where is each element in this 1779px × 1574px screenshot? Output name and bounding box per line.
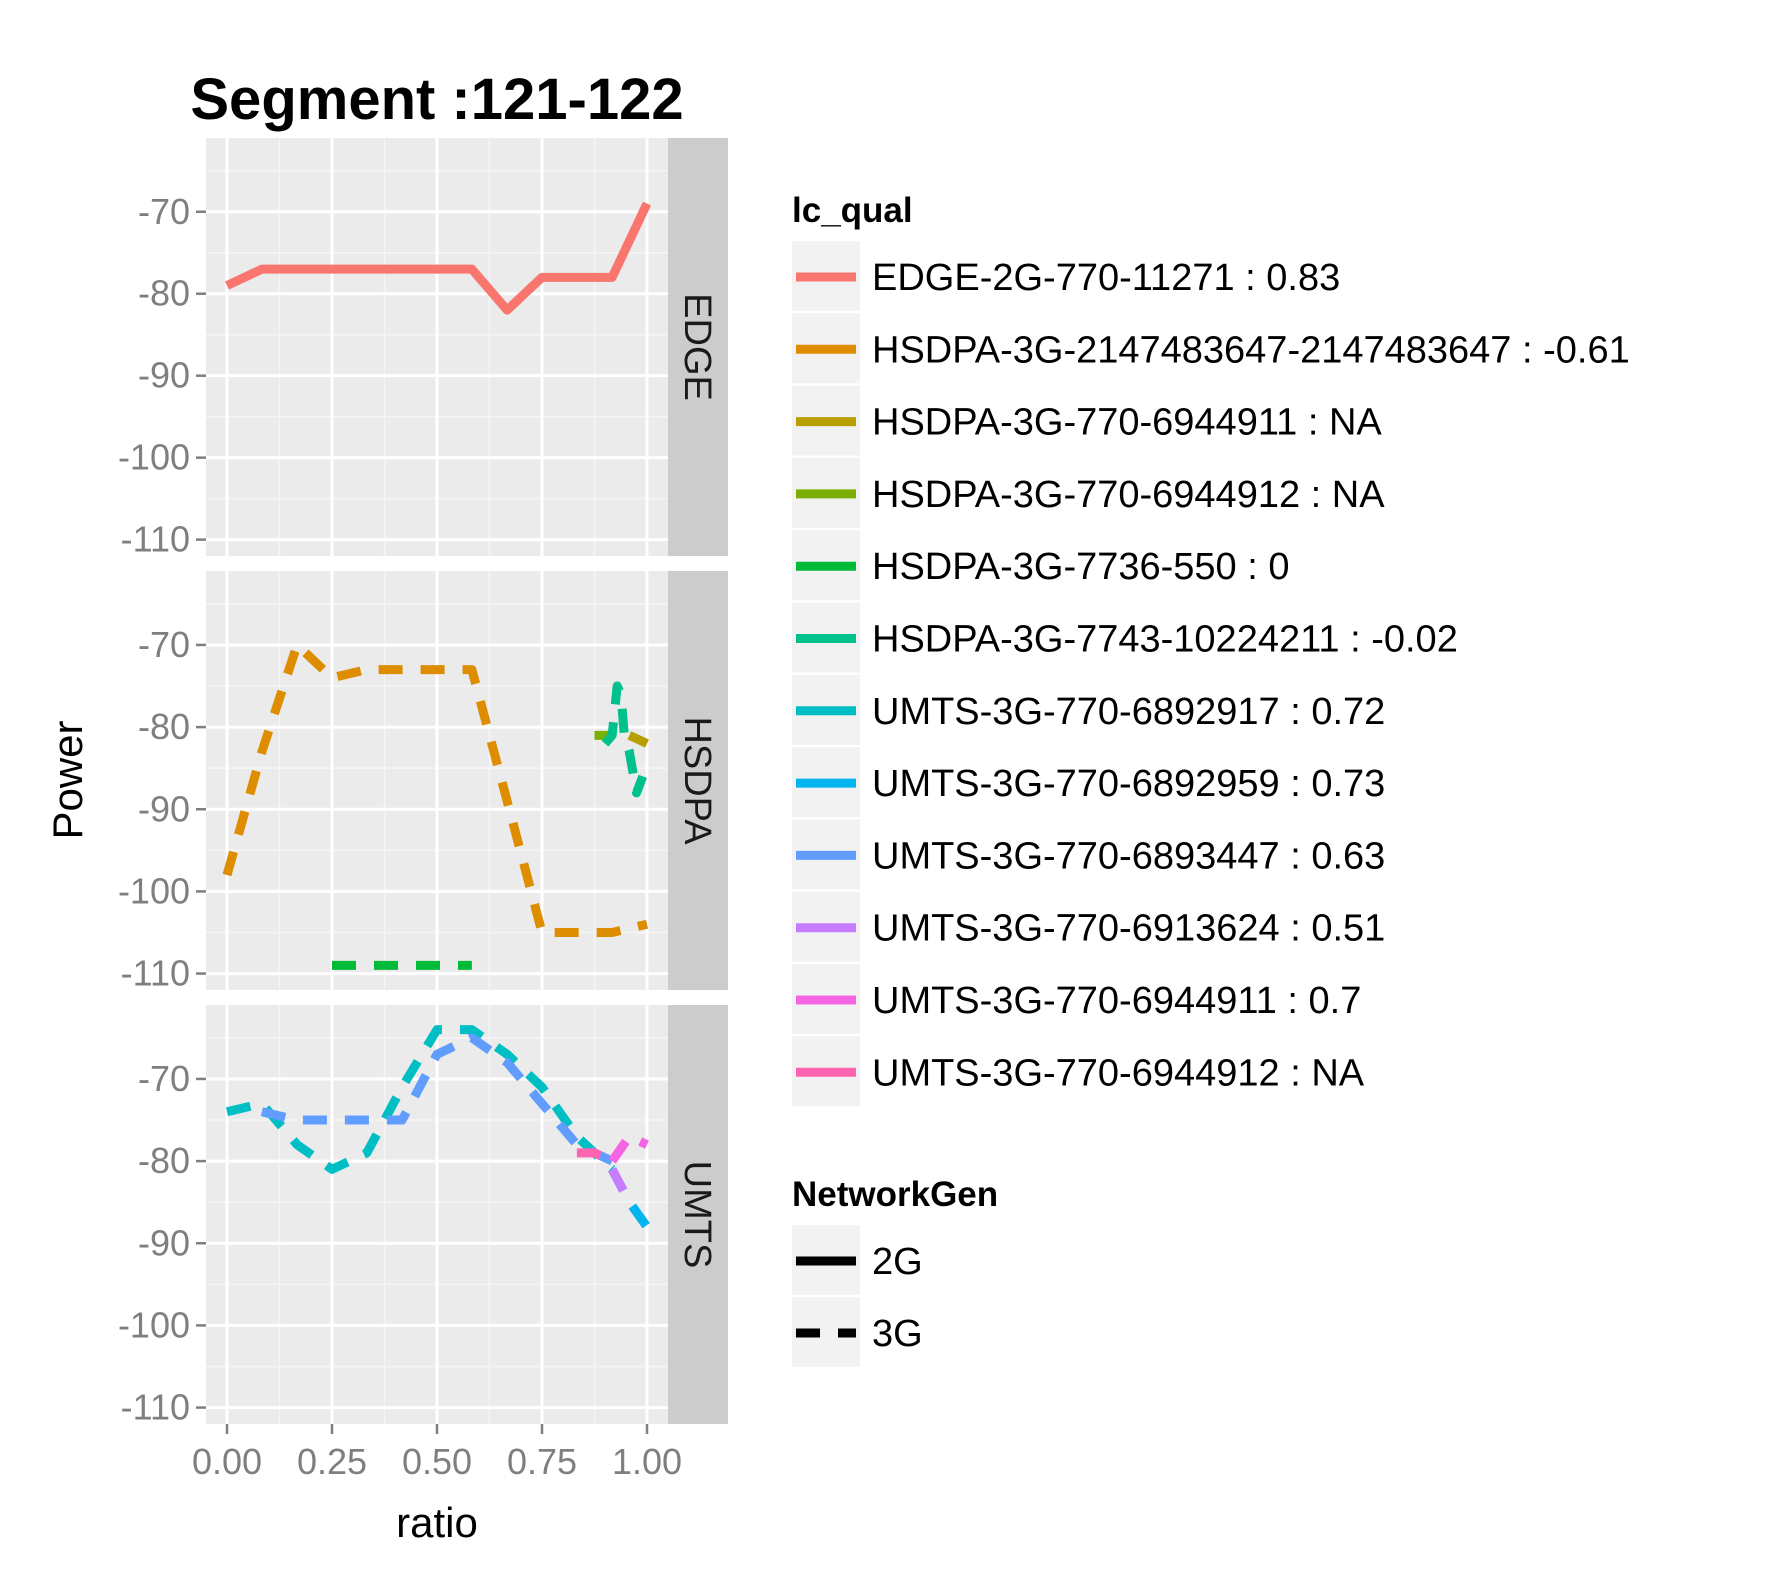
- legend-entry-label: HSDPA-3G-770-6944911 : NA: [872, 402, 1382, 444]
- x-tick-label: 0.25: [297, 1441, 367, 1482]
- series-line: [627, 731, 649, 748]
- y-tick-label: -90: [138, 355, 190, 396]
- series-line: [225, 201, 652, 315]
- legend-entry-label: UMTS-3G-770-6944912 : NA: [872, 1052, 1365, 1094]
- facet-panels: -70 -80 -90 -100 -110 EDGE -70 -80 -90 -100 -110 HS…: [118, 138, 728, 1428]
- series-line: [260, 1033, 615, 1166]
- linetype-legend: NetworkGen 2G 3G: [792, 1175, 998, 1367]
- y-tick-label: -110: [121, 953, 190, 994]
- series-line: [576, 1148, 615, 1166]
- x-tick-label: 0.50: [402, 1441, 472, 1482]
- legend-entry-label: HSDPA-3G-7743-10224211 : -0.02: [872, 619, 1458, 661]
- y-tick-label: -100: [118, 1304, 190, 1345]
- facet-strip-label: HSDPA: [676, 716, 718, 845]
- y-tick-label: -90: [138, 788, 190, 829]
- facet-panel-hsdpa: -70 -80 -90 -100 -110 HSDPA: [118, 571, 728, 994]
- legend-entry-label: HSDPA-3G-770-6944912 : NA: [872, 474, 1385, 516]
- legend-entry-label: 2G: [872, 1241, 923, 1283]
- y-tick-label: -80: [138, 1140, 190, 1181]
- y-tick-label: -70: [138, 1058, 190, 1099]
- y-tick-label: -70: [138, 624, 190, 665]
- x-axis-title: ratio: [396, 1499, 478, 1546]
- x-tick-label: 0.00: [192, 1441, 262, 1482]
- y-tick-label: -110: [121, 519, 190, 560]
- facet-strip: [668, 1005, 728, 1424]
- y-tick-label: -80: [138, 273, 190, 314]
- legend-entry-label: UMTS-3G-770-6892917 : 0.72: [872, 691, 1385, 733]
- x-axis: 0.00 0.25 0.50 0.75 1.00: [192, 1424, 682, 1482]
- color-legend-title: lc_qual: [792, 191, 913, 230]
- facet-strip: [668, 571, 728, 990]
- legend-entry-label: HSDPA-3G-2147483647-2147483647 : -0.61: [872, 329, 1630, 371]
- y-tick-label: -70: [138, 191, 190, 232]
- y-tick-label: -100: [118, 870, 190, 911]
- legend-entry-label: 3G: [872, 1313, 923, 1355]
- chart-title: Segment :121-122: [190, 67, 683, 132]
- y-tick-label: -110: [121, 1387, 190, 1428]
- legend-entry-label: EDGE-2G-770-11271 : 0.83: [872, 257, 1340, 299]
- facet-strip: [668, 138, 728, 556]
- x-tick-label: 0.75: [507, 1441, 577, 1482]
- series-line: [222, 640, 649, 937]
- color-legend: lc_qual EDGE-2G-770-11271 : 0.83 HSDPA-3G…: [792, 191, 1630, 1107]
- legend-entry-label: UMTS-3G-770-6892959 : 0.73: [872, 763, 1385, 805]
- x-tick-label: 1.00: [612, 1441, 682, 1482]
- facet-panel-edge: -70 -80 -90 -100 -110 EDGE: [118, 138, 728, 560]
- facet-panel-umts: -70 -80 -90 -100 -110 UMTS: [118, 1005, 728, 1428]
- series-line: [608, 1131, 649, 1164]
- legend-entry-label: HSDPA-3G-7736-550 : 0: [872, 546, 1290, 588]
- y-tick-label: -90: [138, 1222, 190, 1263]
- y-tick-label: -100: [118, 437, 190, 478]
- legend-entry-label: UMTS-3G-770-6913624 : 0.51: [872, 908, 1385, 950]
- facet-strip-label: UMTS: [676, 1161, 718, 1269]
- legend-entry-label: UMTS-3G-770-6893447 : 0.63: [872, 835, 1385, 877]
- legend-entry-label: UMTS-3G-770-6944911 : 0.7: [872, 980, 1361, 1022]
- linetype-legend-title: NetworkGen: [792, 1175, 998, 1214]
- facet-strip-label: EDGE: [676, 293, 718, 401]
- y-axis-title: Power: [44, 720, 91, 839]
- series-line: [601, 681, 648, 798]
- series-line: [608, 1167, 634, 1205]
- y-tick-label: -80: [138, 706, 190, 747]
